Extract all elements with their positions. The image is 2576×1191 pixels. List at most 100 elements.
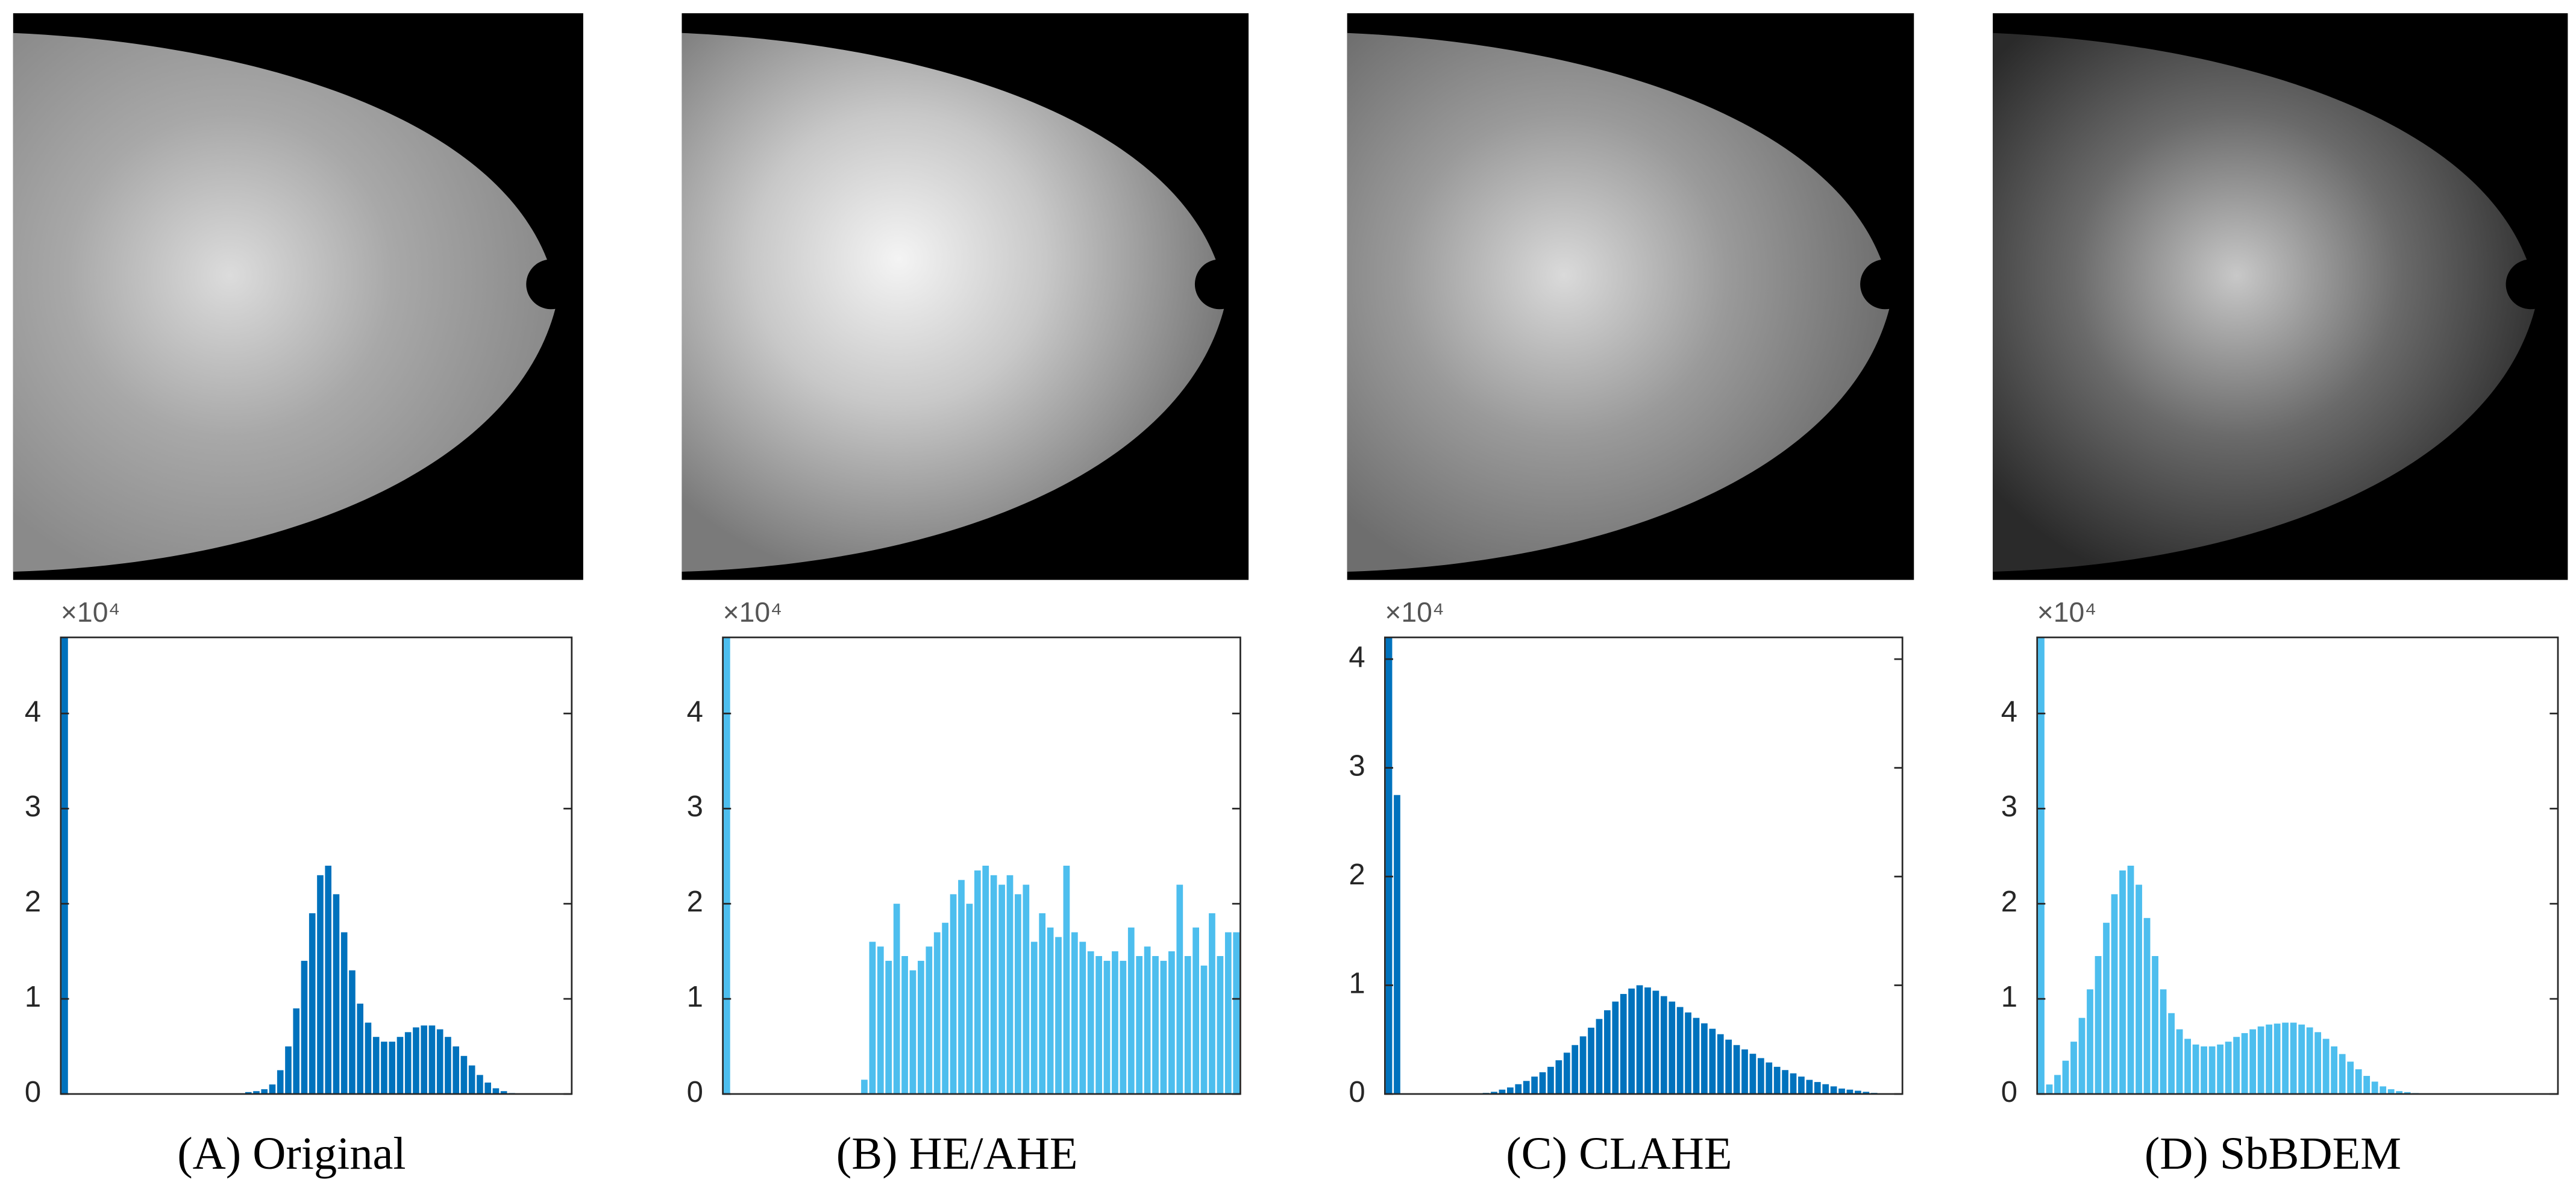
histogram-bar bbox=[1555, 1060, 1562, 1094]
histogram-bar bbox=[950, 894, 957, 1094]
histogram-bar bbox=[1749, 1054, 1757, 1094]
histogram-bar bbox=[958, 880, 965, 1094]
histogram-bar bbox=[340, 932, 348, 1094]
histogram-bar bbox=[1798, 1077, 1805, 1094]
axes-frame bbox=[722, 636, 1241, 1095]
histogram-bar bbox=[1628, 988, 1635, 1094]
histogram-bar bbox=[445, 1037, 451, 1094]
histogram-bar bbox=[1660, 996, 1667, 1094]
y-tick-label: 1 bbox=[2001, 981, 2017, 1013]
histogram-bar bbox=[2249, 1029, 2257, 1094]
histogram-bar bbox=[1112, 951, 1118, 1094]
y-tick-label: 2 bbox=[25, 886, 41, 918]
y-tick-label: 0 bbox=[25, 1076, 41, 1108]
histogram-bar bbox=[2192, 1044, 2199, 1094]
histogram-bar bbox=[1814, 1082, 1821, 1094]
panel-caption: (B) HE/AHE bbox=[836, 1128, 1078, 1179]
histogram-bar bbox=[2087, 989, 2093, 1094]
histogram-bar bbox=[2347, 1061, 2354, 1094]
histogram-bar bbox=[1644, 987, 1651, 1094]
histogram-bar bbox=[1176, 884, 1183, 1094]
histogram-bar bbox=[1790, 1073, 1797, 1094]
axes-frame bbox=[60, 636, 573, 1095]
histogram-bar bbox=[1079, 942, 1086, 1094]
histogram-bar bbox=[1087, 951, 1094, 1094]
y-tick-label: 4 bbox=[2001, 695, 2017, 728]
histogram-bar bbox=[2176, 1029, 2183, 1094]
histogram-bar bbox=[500, 1091, 507, 1094]
histogram-bar bbox=[1652, 990, 1659, 1094]
histogram-bar bbox=[404, 1032, 412, 1094]
histogram-bar bbox=[2078, 1018, 2086, 1094]
histogram-bar bbox=[2070, 1042, 2077, 1094]
histogram-bar bbox=[1725, 1039, 1732, 1094]
y-tick-label: 4 bbox=[25, 695, 41, 728]
histogram-bar bbox=[1015, 894, 1021, 1094]
y-tick-label: 3 bbox=[1349, 750, 1365, 783]
histogram-bar bbox=[2355, 1069, 2362, 1094]
y-tick-label: 2 bbox=[687, 886, 703, 918]
histogram-bar bbox=[1612, 1001, 1619, 1094]
histogram-bar bbox=[1846, 1089, 1854, 1094]
histogram-bar bbox=[1596, 1019, 1603, 1094]
histogram-bar bbox=[293, 1008, 300, 1094]
histogram-bar bbox=[998, 884, 1005, 1094]
histogram-bar bbox=[933, 932, 941, 1094]
histogram-bar bbox=[1192, 927, 1199, 1094]
histogram-bar bbox=[877, 946, 884, 1094]
histogram-bar bbox=[926, 946, 933, 1094]
y-tick-label: 2 bbox=[1349, 858, 1365, 891]
histogram-bar bbox=[1160, 960, 1167, 1094]
histogram-bar bbox=[1209, 913, 1215, 1094]
histogram-bar bbox=[1830, 1086, 1837, 1094]
histogram-bar bbox=[1693, 1018, 1700, 1094]
histogram-bar bbox=[2363, 1075, 2371, 1094]
y-tick-label: 3 bbox=[25, 790, 41, 823]
histogram-bar bbox=[1095, 956, 1102, 1094]
histogram-bar bbox=[428, 1025, 436, 1094]
histogram-bar bbox=[1127, 927, 1135, 1094]
histogram-bar bbox=[1506, 1087, 1514, 1094]
histogram-bar bbox=[1030, 942, 1038, 1094]
histogram-bar bbox=[1144, 946, 1151, 1094]
histogram-bar bbox=[1103, 960, 1111, 1094]
histogram-bar bbox=[325, 865, 332, 1094]
histogram-bar bbox=[2314, 1032, 2322, 1094]
histogram-bar bbox=[1579, 1036, 1587, 1094]
histogram-bar bbox=[285, 1046, 292, 1094]
histogram-bar bbox=[1200, 965, 1208, 1094]
histogram-bar bbox=[349, 970, 356, 1094]
histogram-bar bbox=[277, 1070, 284, 1094]
histogram-bar bbox=[1039, 913, 1046, 1094]
histogram-bar bbox=[1224, 932, 1232, 1094]
histogram-bar bbox=[2331, 1046, 2338, 1094]
histogram-bar bbox=[2380, 1086, 2387, 1094]
histogram-bar bbox=[1515, 1084, 1522, 1094]
y-multiplier: ×10⁴ bbox=[723, 596, 783, 628]
y-multiplier: ×10⁴ bbox=[61, 596, 121, 628]
y-tick-label: 3 bbox=[687, 790, 703, 823]
mammogram-image bbox=[1993, 13, 2568, 580]
histogram-bar bbox=[990, 875, 997, 1094]
histogram-bar bbox=[2387, 1089, 2395, 1094]
histogram-bar bbox=[2152, 956, 2158, 1094]
histogram-bar bbox=[436, 1029, 443, 1094]
histogram-bar bbox=[974, 870, 981, 1094]
histogram-bar bbox=[1685, 1012, 1691, 1094]
histogram-bar bbox=[2257, 1026, 2264, 1094]
histogram-bar bbox=[2266, 1024, 2273, 1094]
histogram-bar bbox=[1757, 1058, 1764, 1094]
histogram-bar bbox=[396, 1037, 404, 1094]
histogram-bar bbox=[2168, 1013, 2175, 1094]
histogram-bar bbox=[372, 1037, 380, 1094]
histogram-bar bbox=[413, 1027, 419, 1094]
histogram-bar bbox=[1863, 1092, 1870, 1094]
histogram-bar bbox=[333, 894, 340, 1094]
histogram-bar bbox=[1766, 1062, 1773, 1094]
histogram-bar bbox=[1385, 637, 1393, 1094]
histogram-bar bbox=[918, 960, 924, 1094]
histogram-bar bbox=[261, 1089, 268, 1094]
histogram-bar bbox=[2298, 1024, 2305, 1094]
histogram-bar bbox=[2062, 1060, 2069, 1094]
